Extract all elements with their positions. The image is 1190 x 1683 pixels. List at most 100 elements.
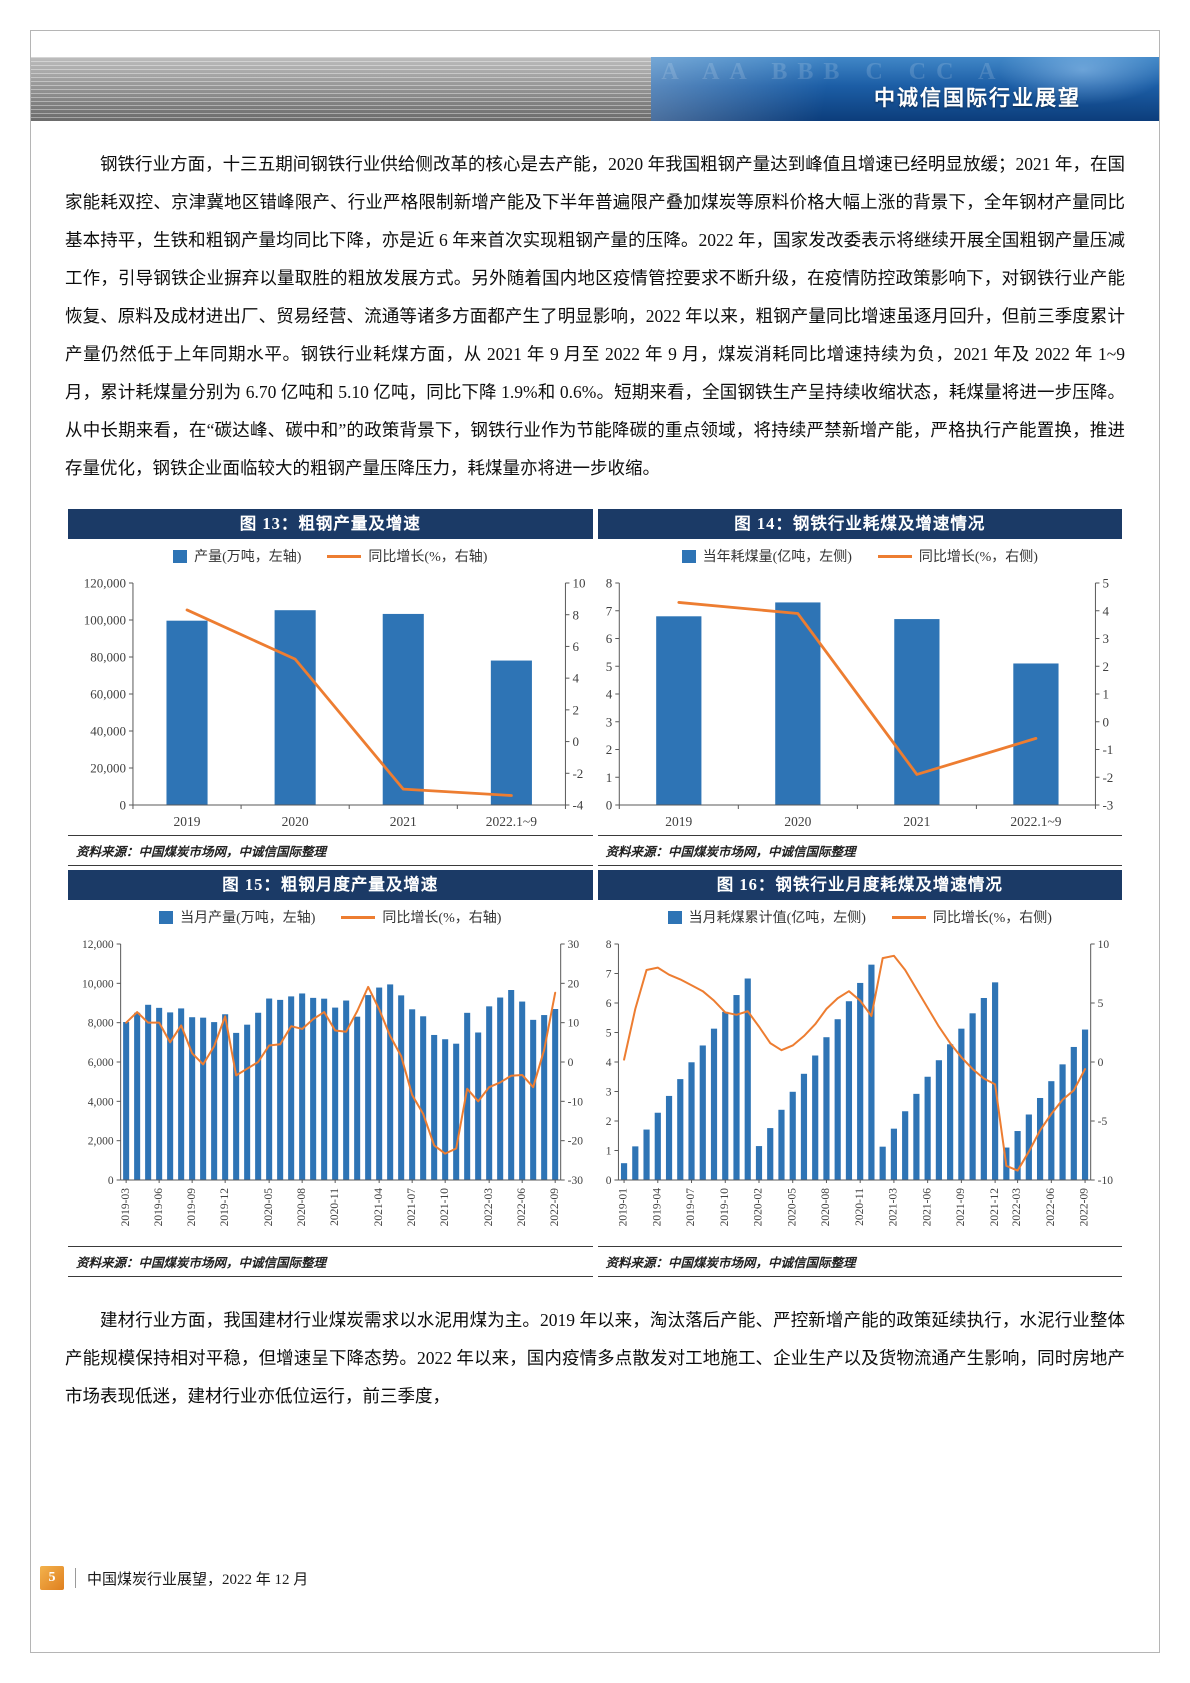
svg-text:2020-11: 2020-11	[329, 1188, 341, 1226]
legend-item-bar: 当月产量(万吨，左轴)	[159, 907, 315, 927]
svg-text:2021-09: 2021-09	[955, 1188, 967, 1227]
svg-text:6: 6	[606, 631, 613, 646]
figure-15-source: 资料来源：中国煤炭市场网，中诚信国际整理	[68, 1246, 593, 1277]
svg-text:2019-01: 2019-01	[617, 1188, 629, 1227]
svg-text:5: 5	[1097, 998, 1103, 1010]
svg-text:3: 3	[606, 714, 613, 729]
legend-label: 当月产量(万吨，左轴)	[180, 911, 316, 926]
svg-text:0: 0	[568, 1057, 574, 1069]
steel-industry-paragraph: 钢铁行业方面，十三五期间钢铁行业供给侧改革的核心是去产能，2020 年我国粗钢产…	[65, 154, 1125, 478]
page-header: A AA BBB C CC A 中诚信国际行业展望	[31, 57, 1159, 121]
svg-text:2021-06: 2021-06	[921, 1188, 933, 1227]
svg-text:5: 5	[605, 1028, 611, 1040]
legend-item-line: 同比增长(%，右轴)	[327, 546, 487, 566]
figure-13-title: 图 13：粗钢产量及增速	[68, 509, 593, 539]
svg-text:0: 0	[605, 1175, 611, 1187]
header-gray-band	[31, 57, 652, 121]
svg-text:120,000: 120,000	[84, 576, 126, 591]
figure-14-chart: 0 1 2 3 4 5 6 7 8 -3 -2 -1 0 1 2 3 4 5 2019 2020 2021 2022.1~…	[606, 576, 1114, 829]
figure-15-chart: 0 2,000 4,000 6,000 8,000 10,000 12,000 -30 -20 -…	[82, 939, 584, 1227]
svg-text:8,000: 8,000	[88, 1018, 114, 1030]
svg-text:6,000: 6,000	[88, 1057, 114, 1069]
svg-text:20,000: 20,000	[90, 761, 126, 776]
svg-text:2019-04: 2019-04	[651, 1188, 663, 1227]
charts-grid: 图 13：粗钢产量及增速 产量(万吨，左轴) 同比增长(%，右轴) 0 20,00…	[31, 509, 1159, 1277]
line-swatch-icon	[341, 915, 376, 919]
legend-item-line: 同比增长(%，右侧)	[891, 907, 1052, 927]
svg-text:2: 2	[573, 702, 580, 717]
svg-text:2020-08: 2020-08	[820, 1188, 832, 1227]
svg-text:3: 3	[1102, 631, 1109, 646]
figure-15-title: 图 15：粗钢月度产量及增速	[68, 870, 593, 900]
svg-text:2022-06: 2022-06	[1045, 1188, 1057, 1227]
page-content: A AA BBB C CC A 中诚信国际行业展望 钢铁行业方面，十三五期间钢铁…	[31, 31, 1159, 1652]
svg-text:2019-06: 2019-06	[153, 1188, 165, 1227]
svg-text:-10: -10	[568, 1096, 584, 1108]
svg-text:2022.1~9: 2022.1~9	[1010, 814, 1061, 829]
svg-text:2022-06: 2022-06	[516, 1188, 528, 1227]
svg-text:6: 6	[605, 998, 611, 1010]
svg-text:2021: 2021	[390, 814, 417, 829]
svg-text:4,000: 4,000	[88, 1096, 114, 1108]
svg-text:8: 8	[573, 607, 580, 622]
building-materials-paragraph: 建材行业方面，我国建材行业煤炭需求以水泥用煤为主。2019 年以来，淘汰落后产能…	[65, 1310, 1125, 1406]
svg-text:10: 10	[573, 576, 586, 591]
figure-14-source: 资料来源：中国煤炭市场网，中诚信国际整理	[597, 835, 1122, 866]
legend-label: 同比增长(%，右轴)	[382, 911, 502, 926]
svg-text:2019-12: 2019-12	[219, 1188, 231, 1227]
svg-text:4: 4	[1102, 603, 1109, 618]
svg-text:2021-04: 2021-04	[373, 1188, 385, 1227]
svg-text:-20: -20	[568, 1136, 584, 1148]
svg-text:2020-08: 2020-08	[296, 1188, 308, 1227]
svg-text:0: 0	[573, 734, 580, 749]
figure-13-panel: 图 13：粗钢产量及增速 产量(万吨，左轴) 同比增长(%，右轴) 0 20,00…	[68, 509, 593, 866]
svg-text:-2: -2	[1102, 770, 1113, 785]
svg-text:5: 5	[1102, 576, 1109, 591]
figure-13-legend: 产量(万吨，左轴) 同比增长(%，右轴)	[68, 539, 593, 573]
svg-text:2021-12: 2021-12	[989, 1188, 1001, 1227]
svg-text:8: 8	[605, 939, 611, 951]
figure-15-panel: 图 15：粗钢月度产量及增速 当月产量(万吨，左轴) 同比增长(%，右轴) 0 2…	[68, 870, 593, 1277]
figure-16-legend: 当月耗煤累计值(亿吨，左侧) 同比增长(%，右侧)	[598, 900, 1123, 934]
svg-text:2019-03: 2019-03	[120, 1188, 132, 1227]
legend-item-line: 同比增长(%，右侧)	[877, 546, 1038, 566]
svg-text:-4: -4	[573, 798, 584, 813]
svg-text:-2: -2	[573, 766, 584, 781]
svg-text:2,000: 2,000	[88, 1136, 114, 1148]
svg-text:-3: -3	[1102, 798, 1113, 813]
svg-text:0: 0	[1102, 714, 1109, 729]
svg-text:12,000: 12,000	[82, 939, 114, 951]
legend-label: 同比增长(%，右侧)	[918, 550, 1038, 565]
line-swatch-icon	[891, 915, 926, 919]
legend-label: 同比增长(%，右侧)	[932, 911, 1052, 926]
svg-text:2021: 2021	[903, 814, 930, 829]
line-swatch-icon	[327, 554, 362, 558]
header-title: 中诚信国际行业展望	[873, 86, 1081, 110]
svg-text:7: 7	[605, 969, 611, 981]
svg-text:-10: -10	[1097, 1175, 1113, 1187]
svg-text:40,000: 40,000	[90, 724, 126, 739]
svg-text:1: 1	[605, 1146, 611, 1158]
svg-text:2019: 2019	[665, 814, 692, 829]
figure-16-source: 资料来源：中国煤炭市场网，中诚信国际整理	[597, 1246, 1122, 1277]
svg-text:30: 30	[568, 939, 580, 951]
svg-text:2022.1~9: 2022.1~9	[486, 814, 537, 829]
svg-text:2020-05: 2020-05	[786, 1188, 798, 1227]
svg-text:2019: 2019	[174, 814, 201, 829]
svg-text:7: 7	[606, 603, 613, 618]
svg-text:4: 4	[605, 1057, 611, 1069]
svg-text:2022-03: 2022-03	[483, 1188, 495, 1227]
figure-16-chart: 0 1 2 3 4 5 6 7 8 -10 -5 0 5 10 2019-01 2019-04 2019-07 2…	[605, 939, 1113, 1227]
figure-16-panel: 图 16：钢铁行业月度耗煤及增速情况 当月耗煤累计值(亿吨，左侧) 同比增长(%…	[597, 870, 1123, 1277]
legend-item-bar: 当年耗煤量(亿吨，左侧)	[681, 546, 852, 566]
legend-item-bar: 当月耗煤累计值(亿吨，左侧)	[667, 907, 866, 927]
svg-text:8: 8	[606, 576, 613, 591]
bar-swatch-icon	[681, 549, 696, 563]
svg-text:2: 2	[605, 1116, 611, 1128]
legend-label: 当月耗煤累计值(亿吨，左侧)	[688, 911, 866, 926]
figure-13-chart: 0 20,000 40,000 60,000 80,000 100,000 120,000 -…	[84, 576, 586, 829]
page-number-badge: 5	[40, 1566, 64, 1590]
svg-text:3: 3	[605, 1087, 611, 1099]
svg-text:0: 0	[1097, 1057, 1103, 1069]
